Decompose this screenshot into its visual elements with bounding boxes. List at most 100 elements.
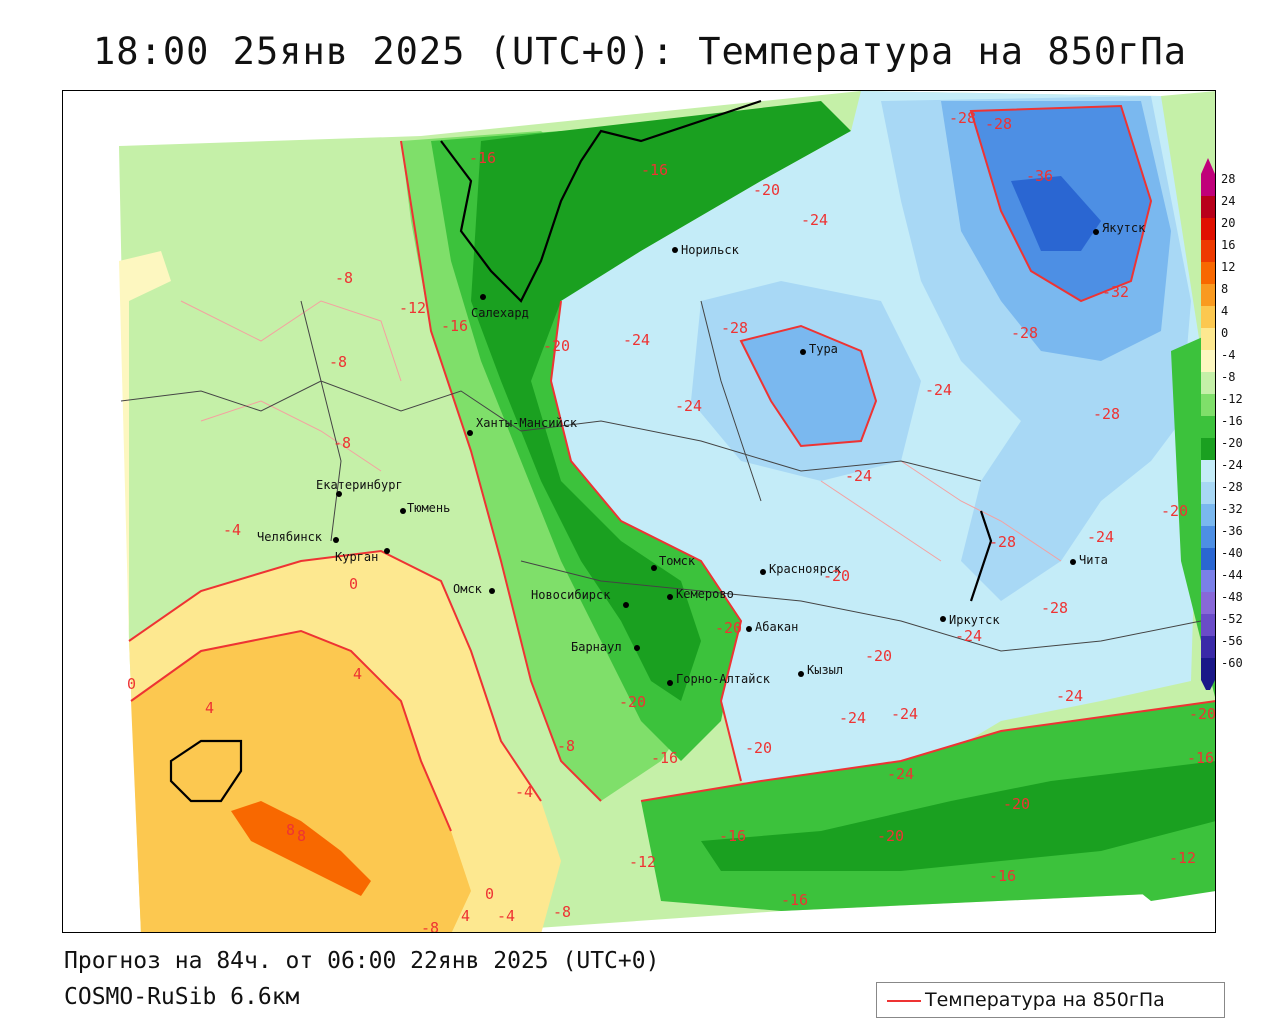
scale-tick-label: -52 xyxy=(1221,612,1243,626)
svg-text:-16: -16 xyxy=(651,749,678,767)
svg-text:-24: -24 xyxy=(1087,528,1114,546)
color-scale-bar xyxy=(1201,158,1215,690)
svg-text:-4: -4 xyxy=(223,521,241,539)
svg-text:Красноярск: Красноярск xyxy=(769,562,842,576)
scale-swatch xyxy=(1201,504,1215,526)
scale-tick-label: 20 xyxy=(1221,216,1236,230)
svg-text:Новосибирск: Новосибирск xyxy=(531,588,611,602)
svg-text:-28: -28 xyxy=(949,109,976,127)
city-novosibirsk: Новосибирск xyxy=(531,588,629,608)
map-title: 18:00 25янв 2025 (UTC+0): Температура на… xyxy=(93,30,1187,73)
legend-line-swatch xyxy=(887,1000,921,1002)
scale-swatch xyxy=(1201,438,1215,460)
svg-text:-16: -16 xyxy=(441,317,468,335)
svg-text:-20: -20 xyxy=(877,827,904,845)
svg-text:Чита: Чита xyxy=(1079,553,1108,567)
city-tyumen: Тюмень xyxy=(400,501,450,515)
cold-zone-core-tura xyxy=(741,326,876,446)
legend-label: Температура на 850гПа xyxy=(925,989,1165,1011)
scale-swatch xyxy=(1201,196,1215,218)
scale-swatch xyxy=(1201,570,1215,592)
south-green-dark xyxy=(701,761,1215,871)
svg-text:8: 8 xyxy=(286,821,295,839)
scale-swatch xyxy=(1201,350,1215,372)
east-green xyxy=(1101,331,1215,901)
city-krasnoyarsk: Красноярск xyxy=(760,562,842,576)
scale-tick-label: -40 xyxy=(1221,546,1243,560)
scale-tick-label: 8 xyxy=(1221,282,1229,296)
svg-text:4: 4 xyxy=(353,665,362,683)
scale-swatch xyxy=(1201,306,1215,328)
scale-tick-label: -32 xyxy=(1221,502,1243,516)
svg-text:-28: -28 xyxy=(985,115,1012,133)
scale-tick-label: 28 xyxy=(1221,172,1236,186)
svg-text:Норильск: Норильск xyxy=(681,243,740,257)
svg-text:-24: -24 xyxy=(925,381,952,399)
svg-text:-24: -24 xyxy=(891,705,918,723)
svg-text:Тюмень: Тюмень xyxy=(407,501,450,515)
svg-text:Якутск: Якутск xyxy=(1102,221,1146,235)
warm-zone-orange xyxy=(131,631,471,932)
svg-text:-32: -32 xyxy=(1102,283,1129,301)
scale-tick-label: -12 xyxy=(1221,392,1243,406)
svg-text:Абакан: Абакан xyxy=(755,620,798,634)
svg-text:-16: -16 xyxy=(719,827,746,845)
svg-text:-20: -20 xyxy=(1161,502,1188,520)
svg-text:-28: -28 xyxy=(989,533,1016,551)
svg-text:-8: -8 xyxy=(553,903,571,921)
green-band-darkest xyxy=(471,101,851,701)
svg-text:Омск: Омск xyxy=(453,582,483,596)
svg-text:-24: -24 xyxy=(675,397,702,415)
scale-tick-label: 12 xyxy=(1221,260,1236,274)
svg-text:-20: -20 xyxy=(715,619,742,637)
scale-tick-label: 0 xyxy=(1221,326,1229,340)
scale-tick-label: -8 xyxy=(1221,370,1236,384)
svg-text:-16: -16 xyxy=(469,149,496,167)
scale-swatch xyxy=(1201,372,1215,394)
city-kemerovo: Кемерово xyxy=(667,587,734,601)
svg-text:-20: -20 xyxy=(753,181,780,199)
svg-text:-8: -8 xyxy=(329,353,347,371)
scale-swatch xyxy=(1201,284,1215,306)
city-tomsk: Томск xyxy=(651,554,696,571)
model-name: COSMO-RuSib 6.6км xyxy=(64,984,300,1010)
svg-text:-28: -28 xyxy=(1041,599,1068,617)
scale-swatch xyxy=(1201,174,1215,196)
scale-swatch xyxy=(1201,460,1215,482)
svg-text:-12: -12 xyxy=(629,853,656,871)
scale-tick-label: 4 xyxy=(1221,304,1229,318)
svg-text:-12: -12 xyxy=(399,299,426,317)
svg-text:-12: -12 xyxy=(1169,849,1196,867)
svg-text:-24: -24 xyxy=(801,211,828,229)
city-gorno-altaysk: Горно-Алтайск xyxy=(667,672,771,686)
scale-tick-label: -24 xyxy=(1221,458,1243,472)
svg-text:-8: -8 xyxy=(421,919,439,933)
scale-swatch xyxy=(1201,658,1215,680)
svg-text:-16: -16 xyxy=(641,161,668,179)
temperature-map: Норильск Салехард Ханты-Мансийск Тура Як… xyxy=(119,91,1215,933)
svg-text:-16: -16 xyxy=(781,891,808,909)
city-barnaul: Барнаул xyxy=(571,640,640,654)
scale-swatch xyxy=(1201,636,1215,658)
city-yakutsk: Якутск xyxy=(1093,221,1146,235)
svg-text:Ханты-Мансийск: Ханты-Мансийск xyxy=(476,416,578,430)
scale-swatch xyxy=(1201,394,1215,416)
svg-text:-16: -16 xyxy=(989,867,1016,885)
svg-text:-4: -4 xyxy=(497,907,515,925)
svg-text:-24: -24 xyxy=(1056,687,1083,705)
svg-text:-4: -4 xyxy=(515,783,533,801)
city-ekaterinburg: Екатеринбург xyxy=(316,478,403,497)
scale-swatch xyxy=(1201,548,1215,570)
svg-text:-24: -24 xyxy=(955,627,982,645)
city-irkutsk: Иркутск xyxy=(940,613,1000,627)
svg-text:0: 0 xyxy=(349,575,358,593)
city-markers: Норильск Салехард Ханты-Мансийск Тура Як… xyxy=(257,221,1146,686)
forecast-info: Прогноз на 84ч. от 06:00 22янв 2025 (UTC… xyxy=(64,948,660,974)
svg-text:Тура: Тура xyxy=(809,342,838,356)
isotherm-labels: -16 -16 -20 -24 -28 -28 -36 -32 -28 -28 … xyxy=(127,109,1215,933)
svg-text:Иркутск: Иркутск xyxy=(949,613,1000,627)
svg-text:-20: -20 xyxy=(1003,795,1030,813)
scale-tick-label: -48 xyxy=(1221,590,1243,604)
city-tura: Тура xyxy=(800,342,838,356)
svg-text:-28: -28 xyxy=(1093,405,1120,423)
